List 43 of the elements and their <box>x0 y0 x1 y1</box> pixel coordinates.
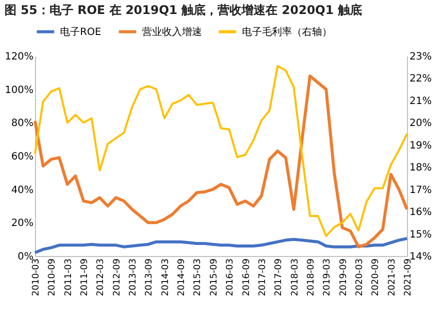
y2-tick-label: 17% <box>410 184 432 196</box>
legend-label: 营业收入增速 <box>142 26 202 38</box>
x-tick-label: 2014-09 <box>177 258 188 296</box>
x-tick-label: 2012-09 <box>112 258 122 296</box>
x-tick-label: 2014-03 <box>160 258 171 296</box>
y-tick-label: 100% <box>4 84 34 96</box>
x-tick-label: 2013-03 <box>128 258 139 296</box>
x-tick-label: 2021-03 <box>387 258 398 296</box>
y-tick-label: 80% <box>11 118 34 130</box>
x-tick-label: 2015-03 <box>193 258 204 296</box>
y2-tick-label: 16% <box>410 207 432 218</box>
y2-tick-label: 19% <box>410 140 432 152</box>
x-tick-label: 2010-03 <box>32 258 42 296</box>
x-tick-label: 2011-09 <box>80 258 90 296</box>
x-tick-label: 2020-03 <box>354 258 365 296</box>
y-tick-label: 20% <box>11 218 34 230</box>
legend-label: 电子毛利率（右轴） <box>242 26 332 38</box>
x-tick-label: 2018-03 <box>290 258 300 296</box>
x-tick-label: 2010-09 <box>48 258 58 296</box>
y-tick-label: 60% <box>11 152 34 162</box>
x-tick-label: 2018-09 <box>306 258 316 296</box>
x-tick-label: 2015-09 <box>209 258 220 296</box>
x-tick-label: 2017-03 <box>258 258 268 296</box>
line-series <box>34 237 408 254</box>
y2-tick-label: 18% <box>410 162 432 174</box>
y2-tick-label: 20% <box>410 118 432 130</box>
y2-tick-label: 22% <box>410 74 432 85</box>
x-tick-label: 2016-03 <box>226 258 236 296</box>
x-tick-label: 2019-09 <box>338 258 349 296</box>
x-tick-label: 2013-09 <box>144 258 155 296</box>
x-tick-label: 2017-09 <box>274 258 284 296</box>
y-tick-label: 40% <box>11 184 34 196</box>
x-tick-label: 2019-03 <box>322 258 333 296</box>
y-tick-label: 120% <box>4 52 34 62</box>
chart-title: 图 55：电子 ROE 在 2019Q1 触底，营收增速在 2020Q1 触底 <box>4 3 362 17</box>
y2-tick-label: 23% <box>410 52 432 62</box>
y2-tick-label: 21% <box>410 96 432 107</box>
x-tick-label: 2012-03 <box>96 258 106 296</box>
legend-label: 电子ROE <box>60 26 102 38</box>
x-tick-label: 2020-09 <box>371 258 382 296</box>
x-tick-label: 2011-03 <box>64 258 74 296</box>
y2-tick-label: 15% <box>410 229 432 240</box>
x-tick-label: 2016-09 <box>242 258 252 296</box>
